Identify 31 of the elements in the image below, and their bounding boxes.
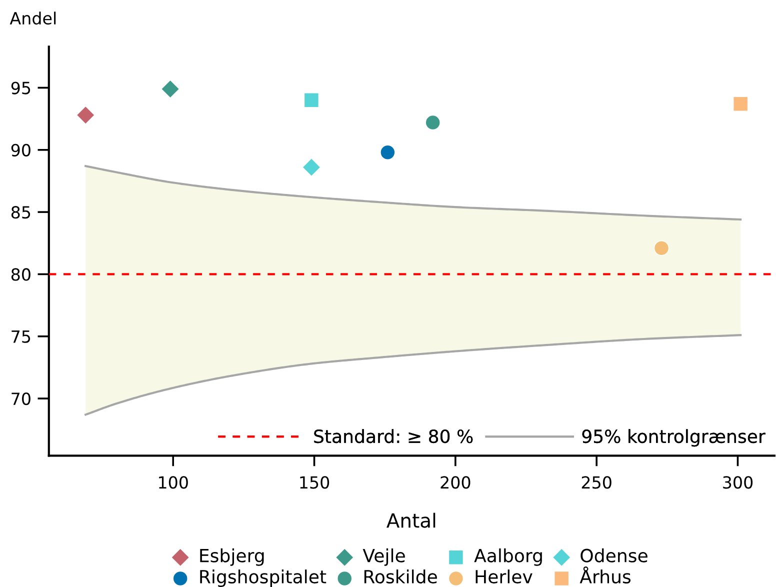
x-tick-label: 250 [582, 476, 612, 489]
x-tick-label: 150 [300, 476, 330, 489]
legend-label: Århus [580, 566, 631, 584]
point [304, 92, 320, 108]
point [160, 80, 180, 98]
x-tick-label: 200 [440, 476, 470, 489]
legend-label: Vejle [362, 548, 405, 566]
y-tick-label: 95 [11, 82, 30, 94]
y-tick-label: 90 [11, 144, 30, 156]
point [654, 240, 670, 256]
y-tick-label: 80 [11, 268, 30, 281]
point [380, 144, 396, 160]
legend-label: Standard: ≥ 80 % [314, 429, 473, 444]
y-axis-title: Andel [10, 12, 56, 25]
x-axis-title: Antal [386, 512, 436, 528]
x-tick-label: 300 [723, 476, 753, 489]
y-tick-label: 85 [11, 206, 30, 219]
point [732, 96, 748, 112]
legend-label: Aalborg [474, 548, 542, 566]
legend-label: 95% kontrolgrænser [582, 429, 766, 447]
legend-label: Herlev [476, 570, 532, 584]
legend-label: Rigshospitalet [200, 570, 326, 587]
x-tick-label: 100 [159, 476, 188, 489]
legend-label: Odense [580, 548, 648, 562]
point [302, 158, 321, 177]
point [76, 106, 96, 125]
y-tick-label: 75 [12, 330, 30, 343]
legend-label: Roskilde [364, 570, 437, 584]
point [425, 114, 441, 130]
legend-label: Esbjerg [200, 548, 264, 566]
y-tick-label: 70 [12, 392, 30, 406]
